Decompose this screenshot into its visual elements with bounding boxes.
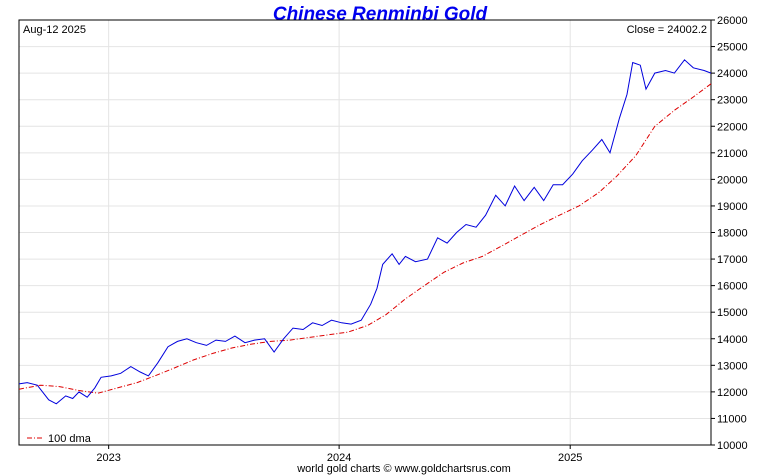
y-tick-label: 14000 xyxy=(717,334,748,346)
x-tick-label: 2024 xyxy=(327,452,351,464)
grid-layer xyxy=(19,19,711,446)
x-tick-label: 2023 xyxy=(96,452,120,464)
credit-text: world gold charts © www.goldchartsrus.co… xyxy=(296,463,511,475)
y-tick-label: 16000 xyxy=(717,281,748,293)
y-tick-label: 18000 xyxy=(717,228,748,240)
y-axis: 10000 11000 12000 13000 14000 15000 16000 17000… xyxy=(711,15,748,452)
legend-label: 100 dma xyxy=(48,433,92,445)
legend: 100 dma xyxy=(27,433,92,445)
y-tick-label: 13000 xyxy=(717,360,748,372)
x-tick-label: 2025 xyxy=(558,452,582,464)
y-tick-label: 25000 xyxy=(717,42,748,54)
price-line xyxy=(18,59,712,405)
y-tick-label: 22000 xyxy=(717,121,748,133)
y-tick-label: 26000 xyxy=(717,15,748,27)
y-tick-label: 24000 xyxy=(717,68,748,80)
date-label: Aug-12 2025 xyxy=(23,24,86,36)
y-tick-label: 17000 xyxy=(717,254,748,266)
y-tick-label: 21000 xyxy=(717,148,748,160)
y-tick-label: 11000 xyxy=(717,413,747,425)
chart-title: Chinese Renminbi Gold xyxy=(273,4,488,25)
y-tick-label: 20000 xyxy=(717,174,748,186)
x-axis: 2023 2024 2025 xyxy=(96,445,582,464)
y-tick-label: 15000 xyxy=(717,307,748,319)
y-tick-label: 12000 xyxy=(717,387,748,399)
close-label: Close = 24002.2 xyxy=(627,24,707,36)
y-tick-label: 19000 xyxy=(717,201,748,213)
y-tick-label: 10000 xyxy=(717,440,748,452)
dma-line xyxy=(18,83,712,394)
y-tick-label: 23000 xyxy=(717,95,748,107)
